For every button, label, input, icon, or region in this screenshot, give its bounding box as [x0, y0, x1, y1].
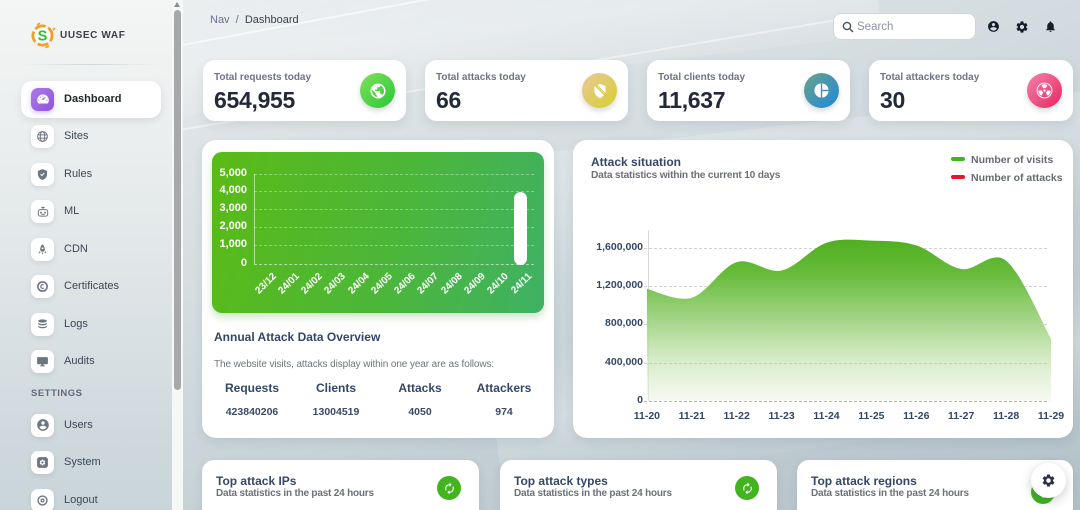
- svg-text:S: S: [38, 29, 48, 45]
